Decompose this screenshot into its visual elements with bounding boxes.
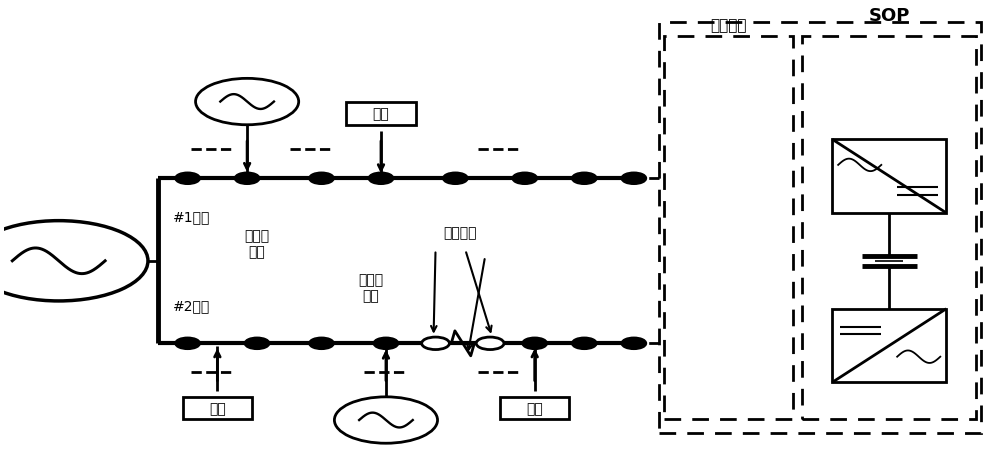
- Text: 分布式
电源: 分布式 电源: [359, 273, 384, 303]
- Circle shape: [310, 174, 333, 184]
- Bar: [659, 23, 981, 432]
- Bar: [183, 397, 252, 419]
- Text: SOP: SOP: [869, 7, 910, 25]
- Circle shape: [622, 174, 646, 184]
- Circle shape: [176, 338, 200, 349]
- Text: 联络开关: 联络开关: [710, 18, 746, 33]
- Text: #2馈线: #2馈线: [173, 299, 210, 313]
- Bar: [802, 36, 976, 419]
- Bar: [346, 103, 416, 125]
- Circle shape: [374, 338, 398, 349]
- Circle shape: [235, 174, 259, 184]
- Circle shape: [572, 174, 596, 184]
- Bar: [500, 397, 569, 419]
- Circle shape: [443, 174, 467, 184]
- Bar: [664, 36, 793, 419]
- Text: 负荷: 负荷: [373, 107, 389, 121]
- Bar: [832, 309, 946, 382]
- Circle shape: [513, 174, 537, 184]
- Circle shape: [369, 174, 393, 184]
- Circle shape: [572, 338, 596, 349]
- Text: 分布式
电源: 分布式 电源: [244, 229, 270, 258]
- Circle shape: [245, 338, 269, 349]
- Circle shape: [622, 338, 646, 349]
- Text: 负荷: 负荷: [526, 401, 543, 415]
- Circle shape: [310, 338, 333, 349]
- Text: 负荷: 负荷: [209, 401, 226, 415]
- Circle shape: [523, 338, 547, 349]
- Circle shape: [176, 174, 200, 184]
- Circle shape: [476, 337, 504, 350]
- Circle shape: [422, 337, 449, 350]
- Text: #1馈线: #1馈线: [173, 210, 210, 224]
- Bar: [832, 140, 946, 213]
- Text: 故障隔离: 故障隔离: [444, 225, 477, 239]
